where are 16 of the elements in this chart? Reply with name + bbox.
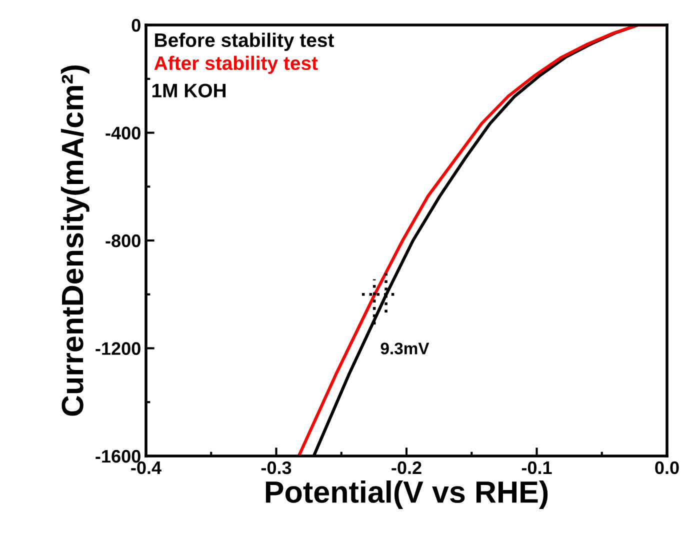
annotation: 1M KOH — [152, 84, 226, 98]
y-tick-label: -1200 — [96, 342, 140, 355]
y-axis-title: CurrentDensity(mA/cm²) — [60, 65, 90, 416]
y-tick-label: -800 — [106, 234, 140, 248]
y-tick-label: -400 — [106, 126, 140, 140]
annotation: 9.3mV — [380, 342, 430, 354]
y-tick-label: -1600 — [96, 450, 140, 463]
x-tick-label: 0.0 — [655, 461, 679, 474]
x-tick-label: -0.1 — [522, 461, 552, 474]
text: Before stability test — [155, 32, 334, 51]
y-tick-label: 0 — [132, 18, 140, 32]
x-tick-label: -0.3 — [261, 461, 292, 474]
x-tick-label: -0.4 — [131, 461, 162, 474]
x-axis-title: Potential(V vs RHE) — [266, 480, 548, 509]
x-tick-label: -0.2 — [392, 461, 422, 474]
text: After stability test — [154, 56, 318, 74]
